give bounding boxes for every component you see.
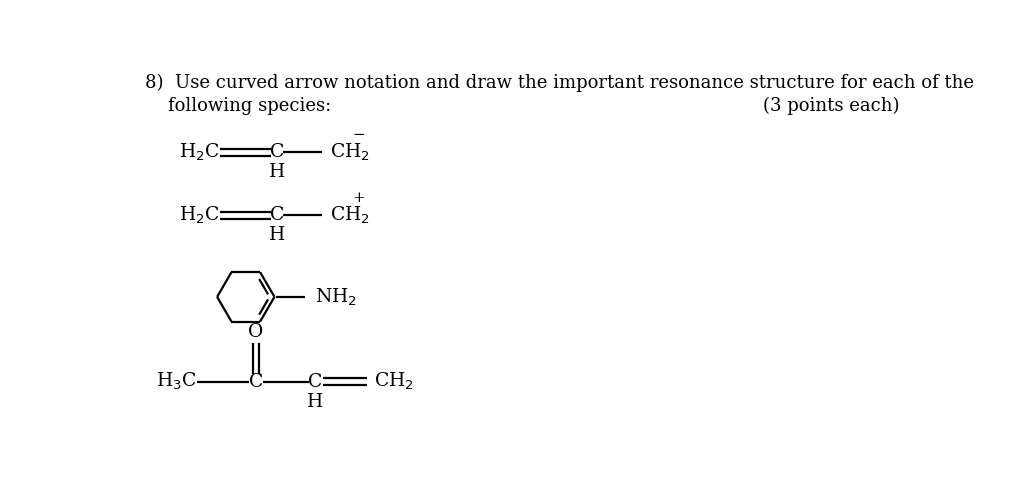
Text: C: C [308, 373, 323, 390]
Text: H$_2$C: H$_2$C [179, 141, 219, 163]
Text: C: C [269, 143, 284, 161]
Text: CH$_2$: CH$_2$ [330, 141, 370, 163]
Text: C: C [249, 373, 263, 390]
Text: CH$_2$: CH$_2$ [375, 371, 415, 392]
Text: O: O [248, 323, 263, 341]
Text: H: H [268, 226, 285, 244]
Text: −: − [352, 128, 366, 142]
Text: H$_3$C: H$_3$C [156, 371, 197, 392]
Text: H$_2$C: H$_2$C [179, 205, 219, 226]
Text: 8)  Use curved arrow notation and draw the important resonance structure for eac: 8) Use curved arrow notation and draw th… [145, 74, 974, 92]
Text: +: + [352, 191, 366, 205]
Text: CH$_2$: CH$_2$ [330, 205, 370, 226]
Text: NH$_2$: NH$_2$ [314, 286, 356, 307]
Text: H: H [307, 393, 324, 410]
Text: (3 points each): (3 points each) [763, 97, 899, 115]
Text: C: C [269, 206, 284, 224]
Text: following species:: following species: [145, 97, 332, 115]
Text: H: H [268, 163, 285, 181]
